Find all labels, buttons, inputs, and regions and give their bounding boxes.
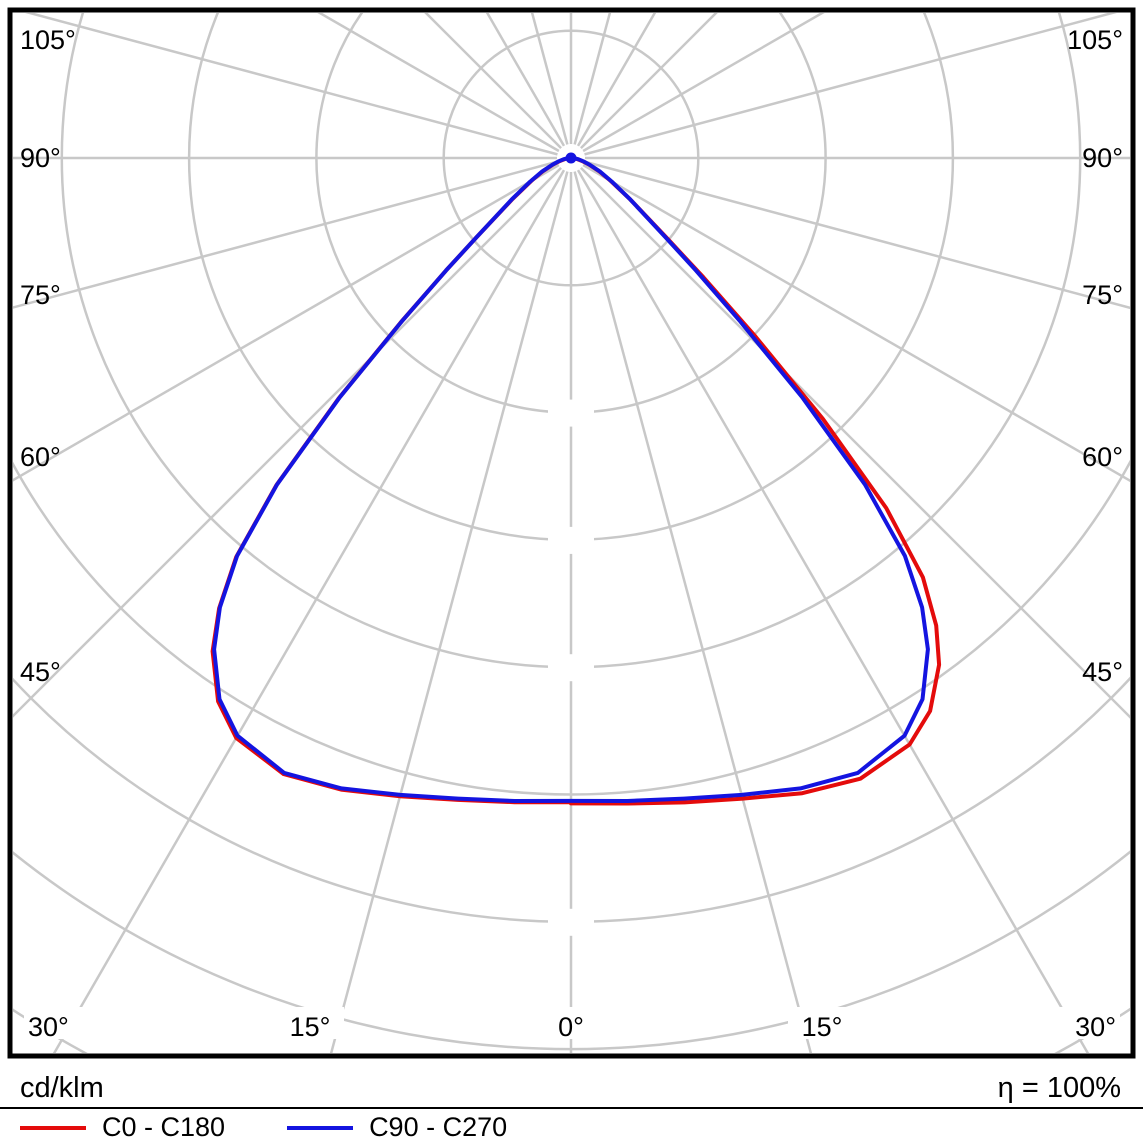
angle-label-right: 90° bbox=[1082, 143, 1123, 173]
intensity-label-blank bbox=[548, 526, 594, 554]
angle-label-bottom: 15° bbox=[290, 1012, 331, 1042]
grid-group bbox=[13, 13, 1130, 1053]
angle-label-right: 105° bbox=[1067, 25, 1123, 55]
grid-spoke bbox=[576, 13, 657, 147]
angle-label-bg bbox=[788, 1007, 856, 1039]
legend-divider bbox=[0, 1107, 1143, 1109]
angle-label-bottom: 15° bbox=[802, 1012, 843, 1042]
intensity-label-blank bbox=[548, 908, 594, 936]
grid-spoke bbox=[584, 160, 1130, 310]
angle-label-bg bbox=[276, 1007, 344, 1039]
grid-spoke bbox=[584, 13, 1117, 156]
grid-spoke bbox=[573, 171, 813, 1053]
angle-label-left: 90° bbox=[20, 143, 61, 173]
curve-c90-c270 bbox=[212, 156, 930, 803]
intensity-label-blank bbox=[548, 654, 594, 682]
grid-spoke bbox=[13, 167, 562, 718]
grid-spoke bbox=[485, 13, 566, 147]
angle-label-bg bbox=[537, 1007, 605, 1039]
grid-spoke bbox=[582, 13, 825, 153]
legend-item-label: C0 - C180 bbox=[102, 1112, 226, 1142]
efficiency-label: η = 100% bbox=[997, 1071, 1121, 1104]
legend-items: C0 - C180 C90 - C270 bbox=[0, 1109, 1143, 1143]
grid-spoke bbox=[317, 13, 560, 153]
intensity-label-blank bbox=[548, 399, 594, 427]
legend-line-sample bbox=[287, 1125, 354, 1130]
legend-area: cd/klm η = 100% C0 - C180 C90 - C270 bbox=[0, 1067, 1143, 1143]
legend-top-row: cd/klm η = 100% bbox=[0, 1067, 1143, 1107]
angle-label-left: 75° bbox=[20, 280, 61, 310]
angle-label-right: 45° bbox=[1082, 657, 1123, 687]
grid-spoke bbox=[25, 13, 558, 156]
angle-label-bg bbox=[1052, 1007, 1120, 1039]
grid-spoke bbox=[13, 160, 558, 309]
grid-spoke bbox=[13, 163, 560, 482]
grid-spoke bbox=[582, 163, 1130, 483]
legend-item: C0 - C180 bbox=[20, 1112, 225, 1143]
angle-label-bottom: 0° bbox=[558, 1012, 584, 1042]
plot-border bbox=[7, 7, 1136, 1059]
angle-label-left: 105° bbox=[20, 25, 76, 55]
legend-item-label: C90 - C270 bbox=[369, 1112, 508, 1142]
units-label: cd/klm bbox=[20, 1071, 104, 1104]
grid-spoke bbox=[52, 169, 566, 1053]
polar-chart: 105° 90° 75° 60° 45° 105° 90° 75° 60° 45° 30° 15° 0°… bbox=[7, 7, 1136, 1059]
legend-item: C90 - C270 bbox=[287, 1112, 507, 1143]
angle-label-left: 60° bbox=[20, 442, 61, 472]
legend-line-sample bbox=[20, 1125, 86, 1130]
angle-label-right: 75° bbox=[1082, 280, 1123, 310]
angle-label-bottom: 30° bbox=[28, 1012, 69, 1042]
angle-label-bottom: 30° bbox=[1075, 1012, 1116, 1042]
grid-spoke bbox=[329, 171, 569, 1053]
curve-c0-c180 bbox=[210, 156, 942, 806]
angle-label-left: 45° bbox=[20, 657, 61, 687]
grid-spoke bbox=[576, 169, 1090, 1053]
angle-label-right: 60° bbox=[1082, 442, 1123, 472]
pole-dot bbox=[565, 152, 577, 164]
angle-label-bg bbox=[24, 1007, 92, 1039]
